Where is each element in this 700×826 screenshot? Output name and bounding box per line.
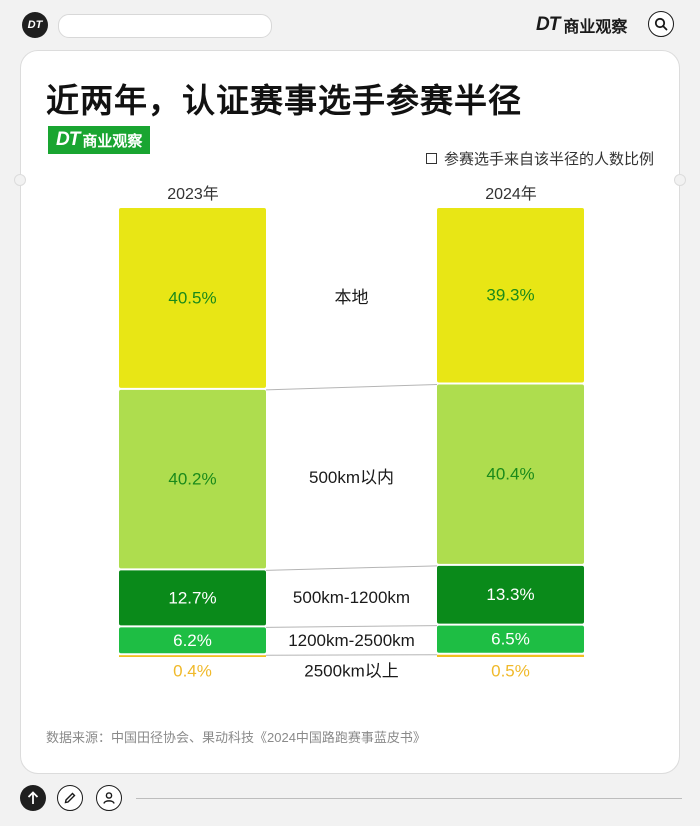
tag-dt: DT <box>56 129 80 150</box>
series-label-above-2500km: 2500km以上 <box>304 661 398 680</box>
column-label-2023: 2023年 <box>167 186 219 203</box>
value-label-2023-500-1200km: 12.7% <box>168 588 216 607</box>
value-label-2023-within-500km: 40.2% <box>168 470 216 489</box>
top-bar: DT DT 商业观察 <box>0 0 700 48</box>
bar-2023-above-2500km <box>119 655 266 657</box>
connector-line-500-1200km <box>265 565 438 571</box>
scroll-top-button[interactable] <box>20 785 46 811</box>
value-label-2024-within-500km: 40.4% <box>486 465 534 484</box>
bar-2024-1200-2500km <box>437 625 584 653</box>
bar-2023-within-500km <box>119 389 266 569</box>
source-note: 数据来源：中国田径协会、果动科技《2024中国路跑赛事蓝皮书》 <box>46 730 426 745</box>
brand-dt: DT <box>536 14 560 35</box>
user-icon <box>103 792 115 804</box>
brand-logo: DT 商业观察 <box>536 12 627 38</box>
value-label-2023-above-2500km: 0.4% <box>173 661 212 680</box>
bar-2023-1200-2500km <box>119 627 266 654</box>
value-label-2024-above-2500km: 0.5% <box>491 661 530 680</box>
value-label-2023-local: 40.5% <box>168 288 216 307</box>
value-label-2024-1200-2500km: 6.5% <box>491 630 530 649</box>
connector-line-1200-2500km <box>265 625 438 628</box>
chart-title: 近两年，认证赛事选手参赛半径 <box>46 82 522 119</box>
card-notch-left <box>14 174 26 186</box>
bar-2024-local <box>437 208 584 383</box>
search-button[interactable] <box>648 11 674 37</box>
value-label-2024-local: 39.3% <box>486 286 534 305</box>
bar-2024-above-2500km <box>437 654 584 657</box>
dt-logo-icon[interactable]: DT <box>22 12 48 38</box>
value-label-2023-1200-2500km: 6.2% <box>173 631 212 650</box>
series-label-500-1200km: 500km-1200km <box>293 588 410 607</box>
pencil-icon <box>64 792 76 804</box>
tag-name: 商业观察 <box>82 132 143 150</box>
series-label-local: 本地 <box>335 288 369 307</box>
card-notch-right <box>674 174 686 186</box>
bar-2024-500-1200km <box>437 565 584 624</box>
legend-square-icon <box>425 153 437 164</box>
bar-2023-local <box>119 208 266 388</box>
series-label-1200-2500km: 1200km-2500km <box>288 631 415 650</box>
profile-button[interactable] <box>96 785 122 811</box>
legend-text: 参赛选手来自该半径的人数比例 <box>443 151 654 168</box>
bar-2023-500-1200km <box>119 570 266 626</box>
divider-line <box>136 798 682 799</box>
search-icon <box>654 17 668 31</box>
legend: 参赛选手来自该半径的人数比例 <box>425 148 654 169</box>
edit-button[interactable] <box>57 785 83 811</box>
arrow-up-icon <box>27 791 39 804</box>
column-label-2024: 2024年 <box>485 186 537 203</box>
connector-line-within-500km <box>265 383 438 391</box>
brand-name: 商业观察 <box>563 19 628 36</box>
search-input[interactable] <box>58 14 272 38</box>
series-label-within-500km: 500km以内 <box>309 468 394 487</box>
bar-2024-within-500km <box>437 384 584 564</box>
value-label-2024-500-1200km: 13.3% <box>486 585 534 604</box>
brand-tag: DT 商业观察 <box>48 126 151 154</box>
